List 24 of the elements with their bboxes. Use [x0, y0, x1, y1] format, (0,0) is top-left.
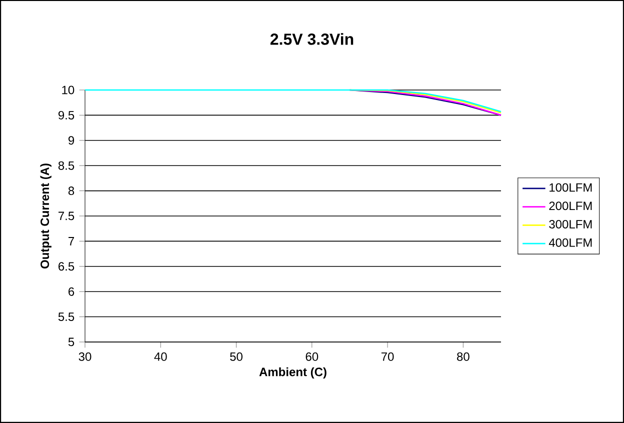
y-axis-title: Output Current (A) [40, 164, 52, 268]
x-axis-title: Ambient (C) [259, 367, 326, 379]
y-tick-label: 5.5 [58, 312, 74, 321]
y-tick-label: 10 [62, 86, 74, 94]
y-tick-label: 9 [68, 136, 74, 145]
x-tick-label: 50 [230, 352, 242, 361]
y-tick-label: 7 [68, 237, 74, 246]
y-tick-label: 8.5 [58, 161, 74, 170]
legend-label: 100LFM [550, 183, 592, 192]
x-tick-label: 60 [306, 352, 318, 361]
y-tick-label: 6.5 [58, 262, 74, 271]
y-tick-label: 9.5 [58, 110, 74, 120]
x-tick-label: 80 [457, 352, 470, 361]
y-tick-label: 7.5 [58, 212, 74, 220]
chart-title: 2.5V 3.3Vin [270, 33, 354, 45]
legend-label: 300LFM [549, 220, 592, 228]
y-tick-label: 8 [68, 186, 74, 196]
legend-label: 400LFM [548, 238, 592, 247]
y-tick-label: 5 [68, 338, 74, 346]
x-tick-label: 30 [78, 352, 92, 361]
x-tick-label: 40 [154, 352, 167, 361]
x-tick-label: 70 [381, 352, 394, 361]
legend-label: 200LFM [549, 202, 592, 210]
y-tick-label: 6 [68, 287, 74, 296]
